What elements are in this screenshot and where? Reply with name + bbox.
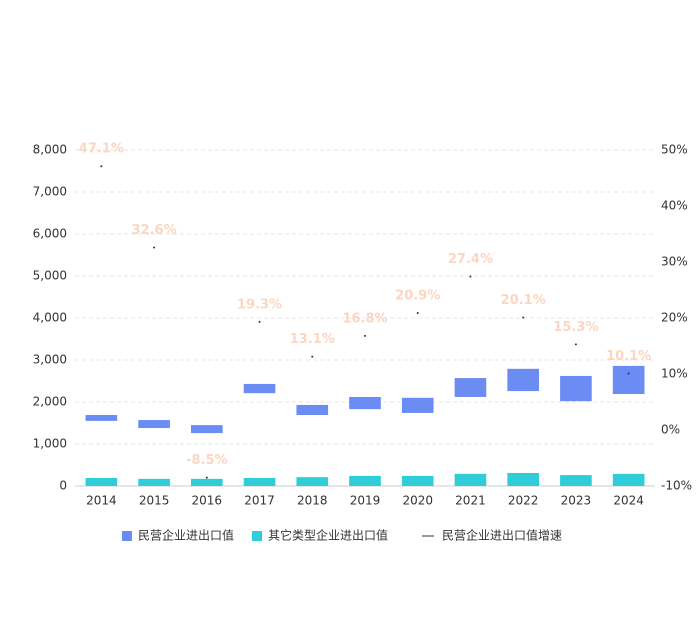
value-label: 10.1% (606, 349, 651, 364)
bar (243, 478, 276, 486)
x-tick-label: 2018 (297, 494, 328, 508)
x-tick-label: 2024 (613, 494, 644, 508)
value-label: 32.6% (132, 223, 177, 238)
bar (349, 475, 381, 486)
bar (191, 425, 223, 434)
bar (138, 478, 170, 486)
y-tick-label: 1,000 (33, 437, 67, 451)
line-point (311, 355, 314, 358)
bar (560, 475, 592, 486)
value-label: -8.5% (186, 453, 227, 468)
value-label: 20.1% (501, 293, 546, 308)
bar (401, 397, 434, 413)
x-tick-label: 2016 (192, 494, 223, 508)
y2-tick-label: 50% (661, 143, 688, 157)
bar (454, 378, 487, 397)
y-tick-label: 5,000 (33, 269, 67, 283)
x-tick-label: 2014 (86, 494, 117, 508)
y-tick-label: 0 (59, 479, 67, 493)
x-tick-label: 2023 (561, 494, 592, 508)
line-point (205, 476, 208, 479)
y2-tick-label: 20% (661, 311, 688, 325)
bar (243, 383, 276, 394)
y2-tick-label: 10% (661, 367, 688, 381)
line-point (100, 165, 103, 168)
legend-label: 民营企业进出口值增速 (442, 528, 562, 543)
line-point (627, 372, 630, 375)
line-point (416, 311, 419, 314)
y-tick-label: 7,000 (33, 185, 67, 199)
bar (454, 473, 487, 486)
value-label: 27.4% (448, 252, 493, 267)
x-tick-label: 2021 (455, 494, 486, 508)
y-tick-label: 8,000 (33, 143, 67, 157)
value-label: 20.9% (395, 288, 440, 303)
value-label: 47.1% (79, 142, 124, 157)
value-label: 19.3% (237, 297, 282, 312)
line-point (153, 246, 156, 249)
y-tick-label: 3,000 (33, 353, 67, 367)
bar (138, 420, 170, 429)
bar (349, 396, 381, 410)
bar (507, 368, 539, 392)
bar (85, 415, 118, 421)
bar (296, 404, 329, 416)
x-tick-label: 2022 (508, 494, 539, 508)
y-tick-label: 6,000 (33, 227, 67, 241)
y2-tick-label: 40% (661, 199, 688, 213)
legend-swatch (122, 531, 132, 541)
line-point (469, 275, 472, 278)
bar (401, 475, 434, 486)
y2-tick-label: -10% (661, 479, 692, 493)
bar (191, 478, 223, 486)
legend-swatch (252, 531, 262, 541)
x-tick-label: 2020 (402, 494, 433, 508)
bar (507, 472, 539, 486)
value-label: 16.8% (342, 311, 387, 326)
bar (612, 473, 645, 486)
x-tick-label: 2019 (350, 494, 381, 508)
value-label: 15.3% (553, 320, 598, 335)
line-point (258, 320, 261, 323)
y2-tick-label: 30% (661, 255, 688, 269)
value-label: 13.1% (290, 332, 335, 347)
bar (560, 375, 592, 402)
bar (612, 365, 645, 395)
x-tick-label: 2015 (139, 494, 170, 508)
y-tick-label: 2,000 (33, 395, 67, 409)
line-point (364, 334, 366, 337)
bar (296, 477, 329, 486)
x-tick-label: 2017 (244, 494, 275, 508)
y2-tick-label: 0% (661, 423, 680, 437)
legend-label: 民营企业进出口值 (138, 528, 234, 543)
line-point (522, 316, 525, 319)
line-point (574, 343, 577, 346)
y-tick-label: 4,000 (33, 311, 67, 325)
legend-label: 其它类型企业进出口值 (268, 528, 388, 543)
bar (85, 478, 118, 486)
